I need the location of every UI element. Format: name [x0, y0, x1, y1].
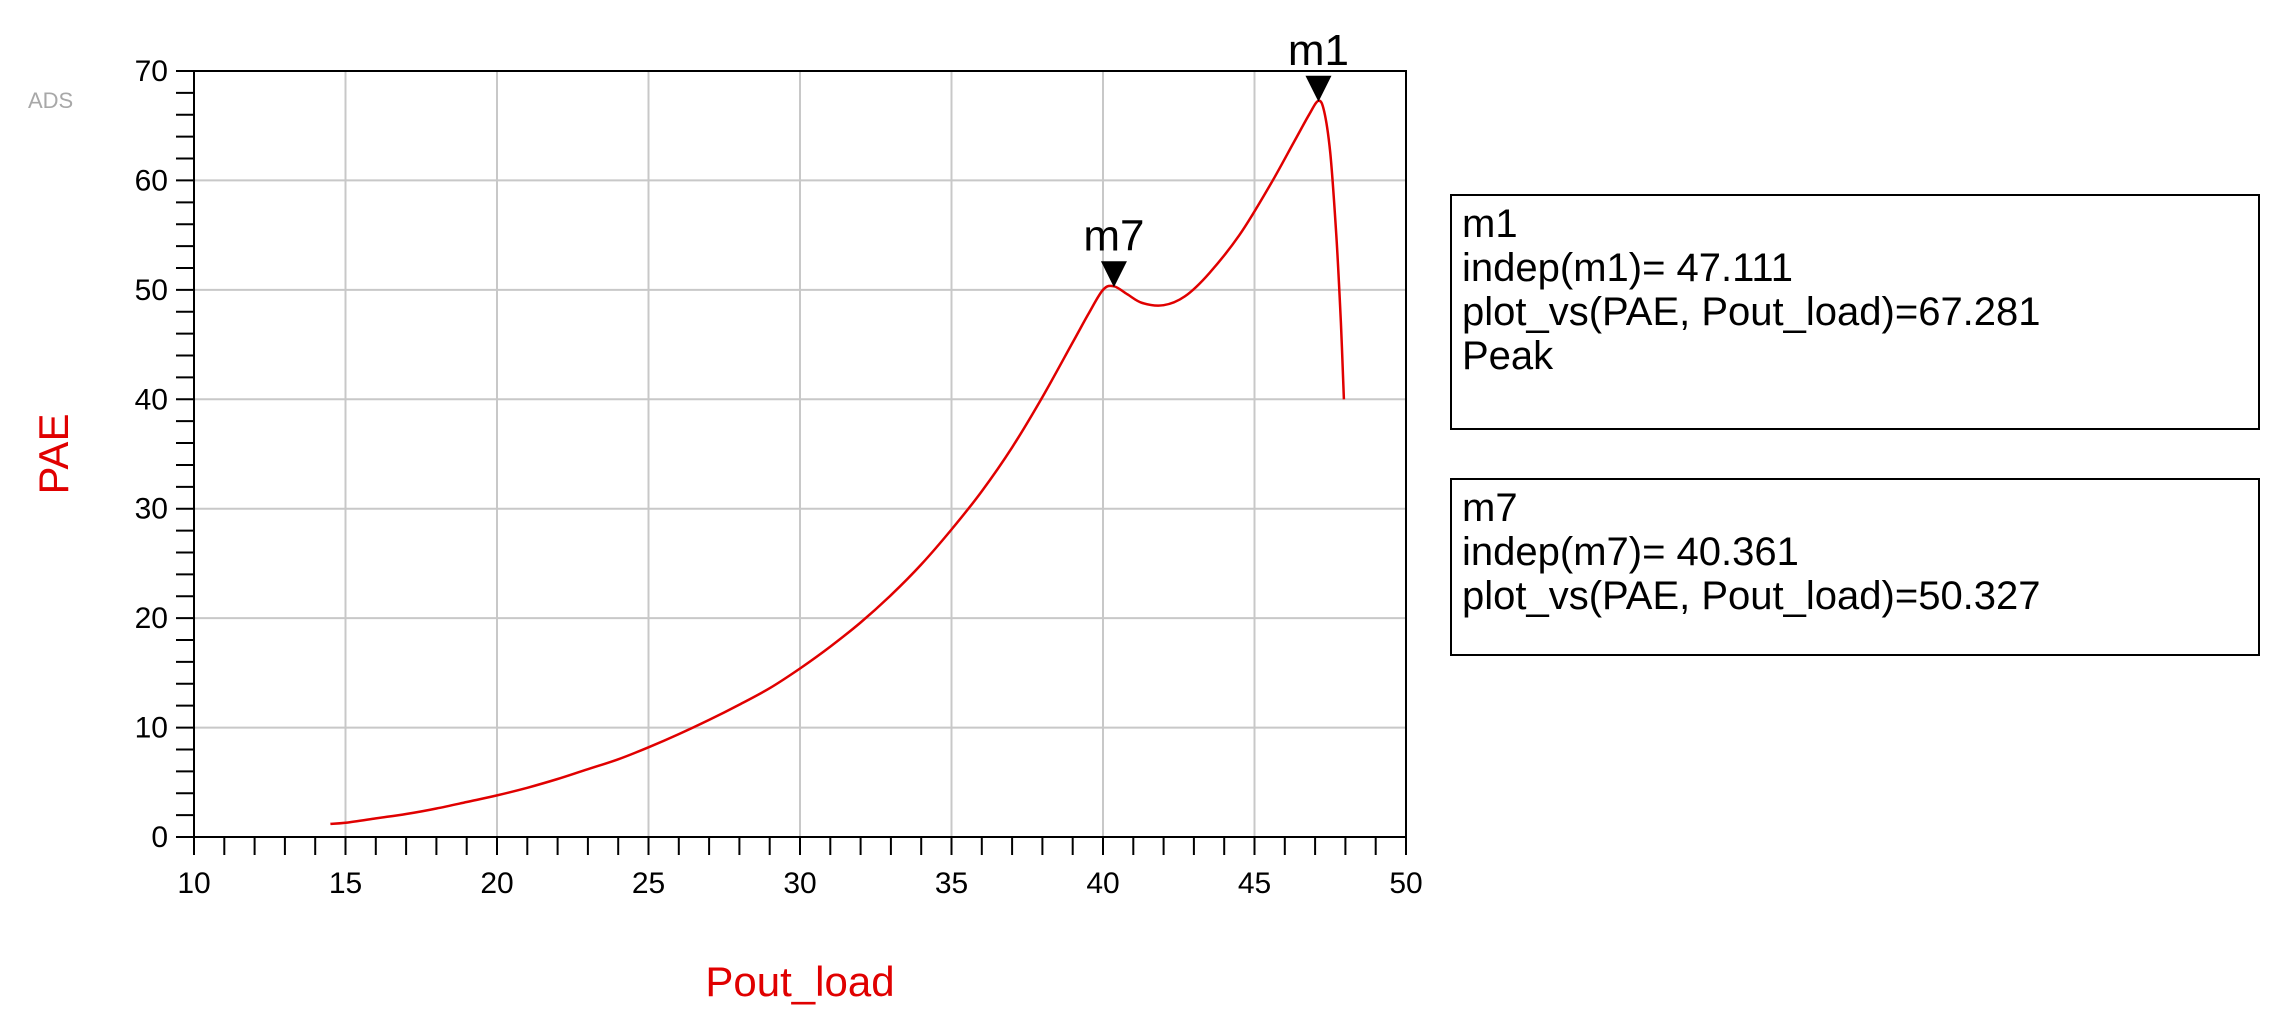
x-tick-label: 10	[177, 867, 210, 900]
x-tick-label: 35	[935, 867, 968, 900]
marker-m7-label: m7	[1083, 211, 1144, 260]
x-tick-label: 45	[1238, 867, 1271, 900]
minor-ticks	[176, 70, 1407, 855]
readout-line: plot_vs(PAE, Pout_load)=67.281	[1462, 290, 2041, 334]
plot-grid	[193, 70, 1407, 838]
marker-m7-triangle	[1100, 261, 1127, 288]
marker-m1-label: m1	[1288, 26, 1349, 75]
marker-readout-m7: m7 indep(m7)= 40.361 plot_vs(PAE, Pout_l…	[1450, 478, 2260, 656]
readout-line: m1	[1462, 202, 1518, 246]
x-tick-label: 15	[329, 867, 362, 900]
pae-series-line	[330, 99, 1346, 826]
x-tick-label: 50	[1389, 867, 1422, 900]
readout-line: Peak	[1462, 334, 1554, 378]
readout-line: m7	[1462, 486, 1518, 530]
x-axis-label: Pout_load	[705, 958, 894, 1005]
y-tick-label: 60	[135, 164, 168, 197]
x-tick-label: 20	[480, 867, 513, 900]
y-tick-label: 20	[135, 602, 168, 635]
marker-m1-triangle	[1305, 75, 1332, 102]
y-tick-label: 50	[135, 274, 168, 307]
readout-line: plot_vs(PAE, Pout_load)=50.327	[1462, 574, 2041, 618]
y-tick-label: 10	[135, 712, 168, 745]
x-tick-label: 25	[632, 867, 665, 900]
markers: m1 m7	[1083, 26, 1349, 288]
y-tick-label: 40	[135, 383, 168, 416]
marker-readout-m1: m1 indep(m1)= 47.111 plot_vs(PAE, Pout_l…	[1450, 194, 2260, 430]
x-tick-label: 30	[783, 867, 816, 900]
y-axis-label: PAE	[30, 414, 77, 495]
x-tick-labels: 10 15 20 25 30 35 40 45 50	[177, 867, 1422, 900]
y-tick-label: 0	[151, 821, 168, 854]
y-tick-label: 30	[135, 493, 168, 526]
y-tick-labels: 0 10 20 30 40 50 60 70	[135, 55, 168, 854]
readout-line: indep(m1)= 47.111	[1462, 246, 1793, 290]
ads-brand-label: ADS	[28, 88, 73, 113]
y-tick-label: 70	[135, 55, 168, 88]
readout-line: indep(m7)= 40.361	[1462, 530, 1799, 574]
x-tick-label: 40	[1086, 867, 1119, 900]
